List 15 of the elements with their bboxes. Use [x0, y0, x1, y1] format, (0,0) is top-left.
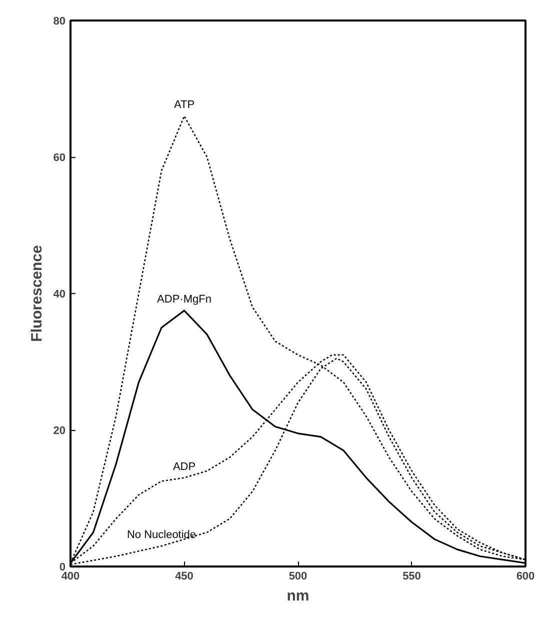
- x-tick-label: 600: [516, 570, 535, 582]
- x-tick-label: 450: [175, 570, 194, 582]
- x-tick-label: 550: [402, 570, 421, 582]
- x-tick-label: 500: [288, 570, 308, 582]
- y-tick-label: 80: [53, 16, 66, 28]
- series-label: No Nucleotide: [126, 529, 196, 542]
- y-tick-label: 60: [53, 152, 66, 164]
- x-tick-label: 400: [61, 570, 80, 582]
- y-tick-label: 20: [53, 425, 66, 437]
- y-axis-title: Fluorescence: [28, 245, 46, 342]
- x-axis-title: nm: [286, 588, 310, 604]
- y-tick-label: 40: [53, 288, 66, 300]
- series-label: ADP: [172, 460, 196, 473]
- series-label: ADP·MgFn: [157, 294, 212, 306]
- series-label: ATP: [174, 99, 195, 112]
